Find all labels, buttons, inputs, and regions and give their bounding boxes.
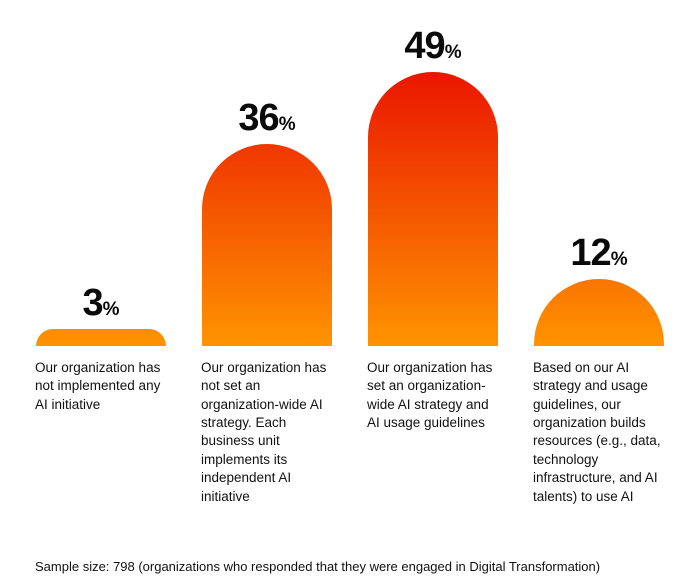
category-label-3: Our organization has set an organization…	[367, 360, 493, 431]
value-label-2: 36%	[238, 99, 295, 137]
bar-area-3: 49%	[367, 20, 499, 346]
chart-column-4: 12% Based on our AI strategy and usage g…	[533, 20, 665, 506]
category-label-2: Our organization has not set an organiza…	[201, 360, 327, 504]
category-label-1: Our organization has not implemented any…	[35, 360, 161, 412]
bar-chart: 3% Our organization has not implemented …	[35, 20, 665, 506]
chart-column-1: 3% Our organization has not implemented …	[35, 20, 167, 506]
sample-size-footnote: Sample size: 798 (organizations who resp…	[35, 559, 601, 574]
chart-column-3: 49% Our organization has set an organiza…	[367, 20, 499, 506]
bar-area-4: 12%	[533, 20, 665, 346]
value-number: 49	[404, 25, 445, 67]
value-label-4: 12%	[570, 234, 627, 272]
bar-area-1: 3%	[35, 20, 167, 346]
percent-sign: %	[102, 299, 120, 320]
bar-area-2: 36%	[201, 20, 333, 346]
chart-column-2: 36% Our organization has not set an orga…	[201, 20, 333, 506]
percent-sign: %	[278, 114, 296, 135]
value-number: 36	[238, 97, 279, 139]
bar-3	[368, 72, 498, 346]
value-number: 3	[82, 282, 103, 324]
bar-2	[202, 144, 332, 346]
bar-4	[534, 279, 664, 346]
bar-1	[36, 329, 166, 346]
category-label-4: Based on our AI strategy and usage guide…	[533, 360, 661, 504]
percent-sign: %	[610, 249, 628, 270]
value-label-1: 3%	[82, 284, 119, 322]
percent-sign: %	[444, 42, 462, 63]
value-number: 12	[570, 232, 611, 274]
value-label-3: 49%	[404, 27, 461, 65]
